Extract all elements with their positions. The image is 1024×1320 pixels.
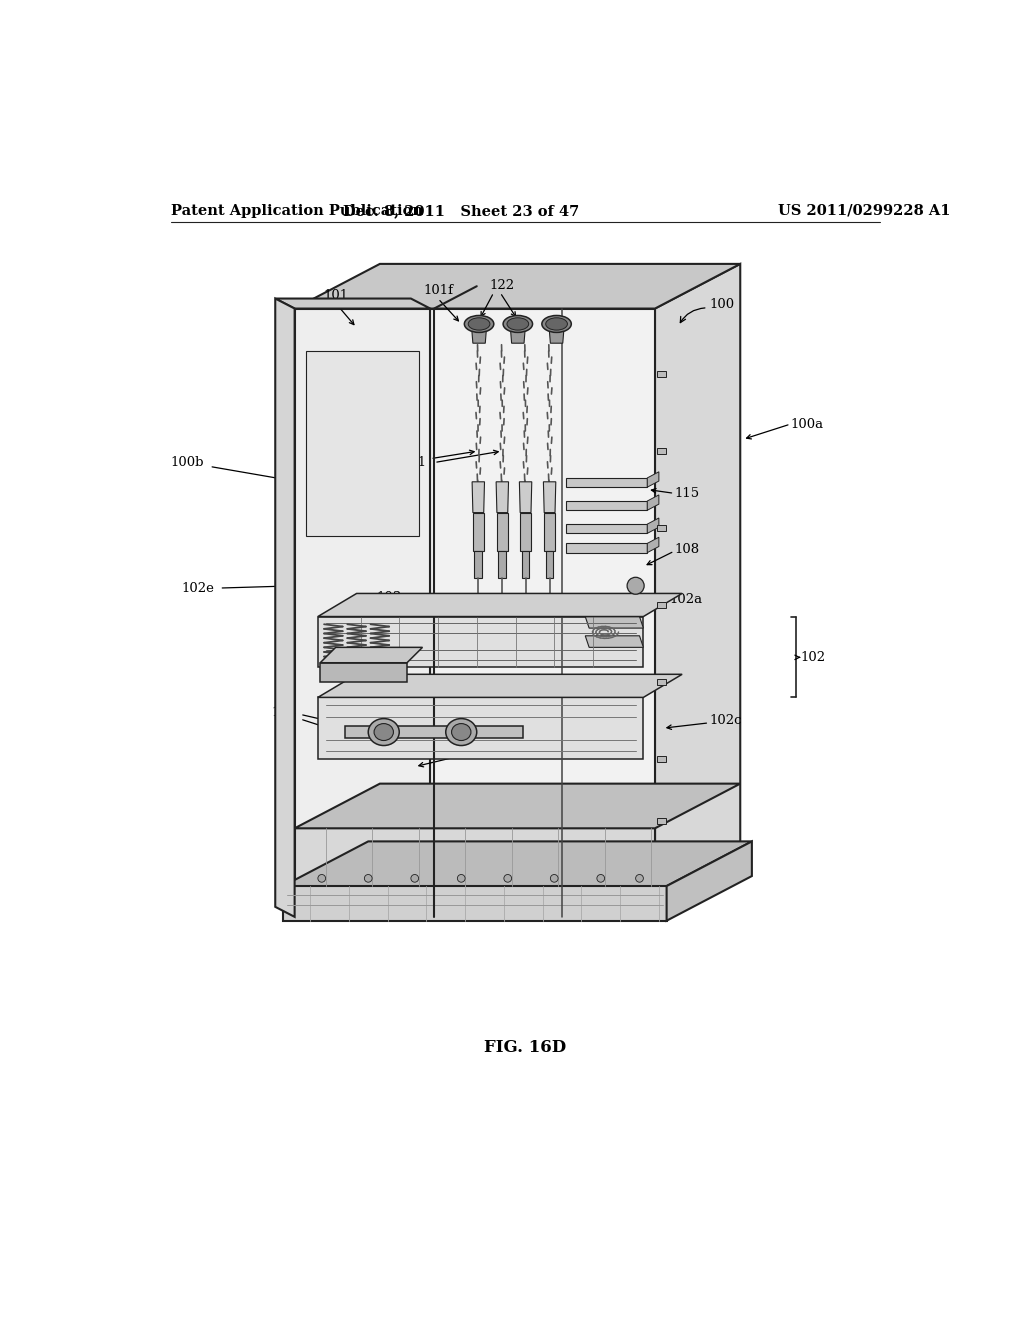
Polygon shape <box>283 886 667 921</box>
Text: 102: 102 <box>801 651 825 664</box>
Polygon shape <box>496 482 509 512</box>
Polygon shape <box>586 616 643 628</box>
Polygon shape <box>497 512 508 552</box>
Text: 103c: 103c <box>376 591 409 603</box>
Ellipse shape <box>507 318 528 330</box>
Text: 100b: 100b <box>170 455 204 469</box>
Polygon shape <box>566 502 647 511</box>
Polygon shape <box>586 636 643 647</box>
Polygon shape <box>510 323 525 343</box>
Polygon shape <box>317 616 643 667</box>
Polygon shape <box>499 552 506 578</box>
Polygon shape <box>275 298 430 309</box>
Text: 103d: 103d <box>454 747 487 760</box>
Circle shape <box>458 874 465 882</box>
Polygon shape <box>295 829 655 886</box>
Ellipse shape <box>546 318 567 330</box>
Polygon shape <box>345 726 523 738</box>
Bar <box>656 817 666 824</box>
Ellipse shape <box>468 318 489 330</box>
Circle shape <box>636 874 643 882</box>
Polygon shape <box>647 517 658 533</box>
Polygon shape <box>647 471 658 487</box>
Text: US 2011/0299228 A1: US 2011/0299228 A1 <box>778 203 950 218</box>
Ellipse shape <box>445 718 477 746</box>
Circle shape <box>504 874 512 882</box>
Polygon shape <box>295 264 740 309</box>
Text: 115: 115 <box>675 487 699 500</box>
Polygon shape <box>472 482 484 512</box>
Bar <box>656 447 666 454</box>
Polygon shape <box>520 512 531 552</box>
Text: 108: 108 <box>675 543 699 556</box>
Polygon shape <box>546 552 554 578</box>
Text: 122: 122 <box>489 279 515 292</box>
Polygon shape <box>647 495 658 511</box>
Polygon shape <box>275 298 295 917</box>
Polygon shape <box>295 309 430 917</box>
Polygon shape <box>295 309 655 917</box>
Polygon shape <box>321 647 423 663</box>
Text: 101f: 101f <box>423 284 453 297</box>
Polygon shape <box>283 841 752 886</box>
Text: 101: 101 <box>324 289 348 302</box>
Polygon shape <box>586 597 643 609</box>
Ellipse shape <box>503 315 532 333</box>
Polygon shape <box>544 482 556 512</box>
Text: Patent Application Publication: Patent Application Publication <box>171 203 423 218</box>
Polygon shape <box>566 544 647 553</box>
Bar <box>656 371 666 378</box>
Ellipse shape <box>542 315 571 333</box>
Polygon shape <box>473 512 483 552</box>
Text: 102e: 102e <box>182 582 215 594</box>
Polygon shape <box>295 784 740 829</box>
Polygon shape <box>474 552 482 578</box>
Text: 111: 111 <box>401 455 426 469</box>
Bar <box>656 756 666 762</box>
Polygon shape <box>306 351 419 536</box>
Text: FIG. 16D: FIG. 16D <box>483 1039 566 1056</box>
Text: Dec. 8, 2011   Sheet 23 of 47: Dec. 8, 2011 Sheet 23 of 47 <box>343 203 580 218</box>
Text: 100: 100 <box>710 298 734 312</box>
Polygon shape <box>317 594 682 616</box>
Ellipse shape <box>452 723 471 741</box>
Polygon shape <box>317 697 643 759</box>
Circle shape <box>597 874 604 882</box>
Polygon shape <box>667 841 752 921</box>
Text: 100a: 100a <box>791 417 823 430</box>
Polygon shape <box>519 482 531 512</box>
Polygon shape <box>655 264 740 917</box>
Text: 102a: 102a <box>669 593 702 606</box>
Polygon shape <box>566 524 647 533</box>
Ellipse shape <box>627 577 644 594</box>
Text: 115: 115 <box>675 783 699 796</box>
Circle shape <box>317 874 326 882</box>
Bar <box>656 525 666 531</box>
Text: 121: 121 <box>608 614 634 627</box>
Text: 102c: 102c <box>710 714 741 727</box>
Circle shape <box>365 874 372 882</box>
Circle shape <box>411 874 419 882</box>
Ellipse shape <box>464 315 494 333</box>
Bar <box>656 678 666 685</box>
Polygon shape <box>521 552 529 578</box>
Circle shape <box>550 874 558 882</box>
Ellipse shape <box>369 718 399 746</box>
Polygon shape <box>544 512 555 552</box>
Polygon shape <box>321 663 407 682</box>
Bar <box>656 602 666 609</box>
Polygon shape <box>647 537 658 553</box>
Polygon shape <box>471 323 486 343</box>
Text: 106c: 106c <box>506 709 539 722</box>
Polygon shape <box>566 478 647 487</box>
Text: 114: 114 <box>271 706 297 719</box>
Ellipse shape <box>374 723 393 741</box>
Polygon shape <box>317 675 682 697</box>
Polygon shape <box>549 323 564 343</box>
